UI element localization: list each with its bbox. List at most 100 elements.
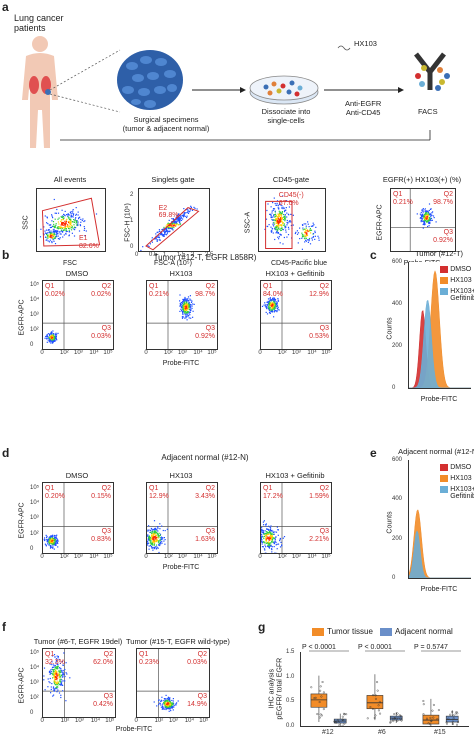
- panel-b-letter: b: [2, 248, 9, 262]
- flow-plot: Q1 84.0%Q2 12.9%Q3 0.53%: [260, 280, 332, 350]
- x-tick-label: 0: [144, 554, 147, 560]
- data-point: [322, 681, 324, 683]
- gate-label: E2 69.8%: [159, 205, 179, 220]
- y-tick-label: 2: [130, 192, 133, 198]
- legend-label: DMSO: [450, 464, 471, 471]
- x-tick-label: 1: [163, 252, 166, 258]
- legend-swatch: [440, 464, 448, 471]
- x-tick-label: 10³: [169, 718, 178, 724]
- q3-label: Q3 2.21%: [309, 528, 329, 543]
- x-axis-label: Probe-FITC: [161, 360, 201, 367]
- data-point: [323, 708, 325, 710]
- x-tick-label: 10⁴: [307, 350, 316, 356]
- legend-swatch: [440, 475, 448, 482]
- q2-label: Q2 0.15%: [91, 485, 111, 500]
- y-tick-label: 10³: [30, 515, 39, 521]
- x-tick-label: 10⁵: [207, 554, 216, 560]
- cell-cluster: [45, 330, 59, 343]
- plot-title: DMSO: [32, 472, 122, 480]
- y-tick-label: 600: [392, 457, 402, 463]
- gate-y-axis-label: EGFR-APC: [377, 203, 384, 243]
- y-tick-label: 0: [30, 546, 33, 552]
- data-point: [310, 686, 312, 688]
- q1-label: Q1 84.0%: [263, 283, 283, 298]
- plot-title: HX103: [136, 270, 226, 278]
- x-tick-label: 0: [40, 554, 43, 560]
- legend-swatch: [440, 486, 448, 493]
- gate-x-axis-label: CD45-Pacific blue: [271, 260, 311, 267]
- q1-label: Q1 0.02%: [45, 283, 65, 298]
- x-tick-label: 10⁴: [193, 554, 202, 560]
- legend-label: HX103: [450, 475, 471, 482]
- box-#15-0: [423, 699, 440, 726]
- q1-label: Q1 0.21%: [149, 283, 169, 298]
- x-tick-label: 10⁵: [207, 350, 216, 356]
- data-point: [393, 713, 395, 715]
- legend-label: Tumor tissue: [327, 628, 373, 636]
- data-point: [319, 690, 321, 692]
- y-tick-label: 10⁵: [30, 485, 39, 491]
- x-tick-label: 10⁴: [89, 350, 98, 356]
- legend-label: DMSO: [450, 266, 471, 273]
- cell-cluster: [179, 294, 195, 320]
- x-tick-label: 10⁴: [89, 554, 98, 560]
- plot-title: Tumor (#6-T, EGFR 19del): [32, 638, 124, 646]
- x-tick-label: 10⁴: [91, 718, 100, 724]
- gate-x-axis-label: FSC: [50, 260, 90, 267]
- data-point: [367, 718, 369, 720]
- flow-plot: Q1 32.3%Q2 62.0%Q3 0.42%: [42, 648, 116, 718]
- legend-label: HX103+ Gefitinib: [450, 288, 474, 302]
- data-point: [342, 725, 344, 727]
- x-axis-label: Probe-FITC: [415, 396, 463, 403]
- plot-title: HX103: [136, 472, 226, 480]
- y-tick-label: 10³: [30, 312, 39, 318]
- data-point: [378, 710, 380, 712]
- legend-swatch: [380, 628, 392, 636]
- q2-label: Q2 62.0%: [93, 651, 113, 666]
- box-#6-0: [367, 674, 383, 720]
- x-tick-label: 0: [135, 252, 138, 258]
- facs-label: FACS: [418, 108, 438, 116]
- gate-plot-canvas: [139, 189, 209, 251]
- legend-swatch: [312, 628, 324, 636]
- x-tick-label: 0: [258, 554, 261, 560]
- legend-label: HX103: [450, 277, 471, 284]
- q1-label: Q1 17.2%: [263, 485, 283, 500]
- y-axis-label: IHC analysis pEGFR/ total EGFR: [268, 649, 283, 729]
- y-tick-label: 1: [130, 218, 133, 224]
- p-value-label: P < 0.0001: [358, 644, 392, 651]
- x-tick-label: 10²: [60, 554, 69, 560]
- y-axis-label: EGFR-APC: [19, 298, 26, 338]
- antibodies-label: Anti-EGFR Anti-CD45: [345, 100, 381, 117]
- data-point: [379, 713, 381, 715]
- petri-dish-icon: [250, 76, 318, 104]
- data-point: [392, 720, 394, 722]
- y-tick-label: 400: [392, 301, 402, 307]
- y-tick-label: 0: [392, 575, 395, 581]
- x-tick-label: 1.5: [177, 252, 185, 258]
- q1-label: Q1 12.9%: [149, 485, 169, 500]
- x-axis-label: Probe-FITC: [104, 726, 164, 733]
- data-point: [432, 710, 434, 712]
- flow-plot: Q1 17.2%Q2 1.59%Q3 2.21%: [260, 482, 332, 554]
- y-tick-label: 1.5: [286, 649, 294, 655]
- y-tick-label: 0.5: [286, 698, 294, 704]
- data-point: [423, 713, 425, 715]
- panel-d-title: Adjacent normal (#12-N): [60, 454, 350, 462]
- panel-a-workflow-graphic: [0, 30, 474, 148]
- y-tick-label: 200: [392, 343, 402, 349]
- x-tick-label: 10³: [75, 718, 84, 724]
- y-tick-label: 10⁴: [30, 297, 39, 303]
- plot-title: HX103 + Gefitinib: [250, 270, 340, 278]
- x-tick-label: 0: [258, 350, 261, 356]
- q1-label: Q1 32.3%: [45, 651, 65, 666]
- x-tick-label: 10³: [178, 554, 187, 560]
- x-tick-label: 10⁵: [103, 350, 112, 356]
- legend-label: Adjacent normal: [395, 628, 453, 636]
- data-point: [339, 724, 341, 726]
- gate-plot-title: EGFR(+) HX103(+) (%): [380, 176, 464, 184]
- human-figure-icon: [22, 36, 58, 148]
- cell-cluster: [44, 535, 59, 550]
- data-point: [423, 700, 425, 702]
- panel-a-letter: a: [2, 0, 9, 14]
